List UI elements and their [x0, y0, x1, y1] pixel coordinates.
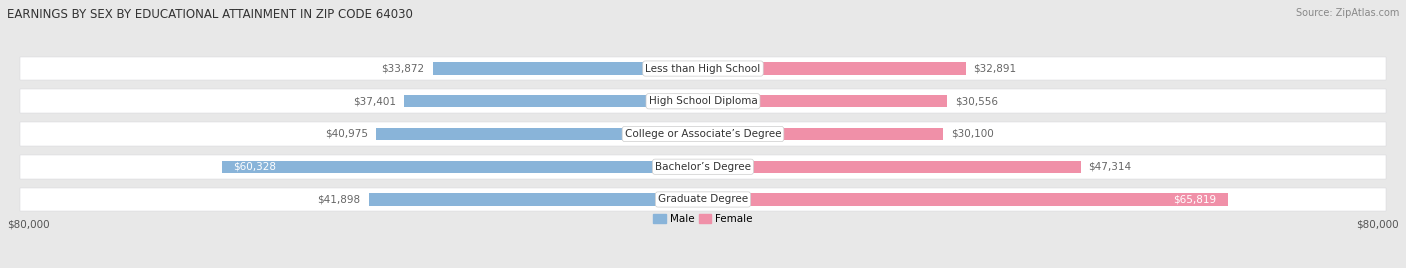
Bar	[20, 90, 1386, 113]
Bar	[20, 57, 1386, 80]
Text: $80,000: $80,000	[1357, 219, 1399, 229]
Bar	[375, 128, 703, 140]
Text: $65,819: $65,819	[1173, 195, 1216, 204]
Text: Graduate Degree: Graduate Degree	[658, 195, 748, 204]
Bar	[20, 122, 1386, 146]
Bar	[703, 193, 1229, 206]
Bar	[20, 155, 1386, 178]
Text: $33,872: $33,872	[381, 64, 425, 73]
Bar	[433, 62, 703, 75]
Text: $40,975: $40,975	[325, 129, 368, 139]
Bar	[703, 161, 1081, 173]
Bar	[222, 161, 703, 173]
Text: Bachelor’s Degree: Bachelor’s Degree	[655, 162, 751, 172]
Text: Less than High School: Less than High School	[645, 64, 761, 73]
Bar	[703, 95, 946, 107]
Bar	[405, 95, 703, 107]
Bar	[20, 188, 1386, 211]
Text: College or Associate’s Degree: College or Associate’s Degree	[624, 129, 782, 139]
Bar	[368, 193, 703, 206]
Text: $32,891: $32,891	[973, 64, 1017, 73]
Text: $41,898: $41,898	[318, 195, 360, 204]
Legend: Male, Female: Male, Female	[650, 210, 756, 228]
Text: $30,556: $30,556	[955, 96, 998, 106]
Text: High School Diploma: High School Diploma	[648, 96, 758, 106]
Bar	[703, 128, 943, 140]
Bar	[703, 62, 966, 75]
Text: $30,100: $30,100	[952, 129, 994, 139]
Text: $60,328: $60,328	[233, 162, 277, 172]
Text: $37,401: $37,401	[353, 96, 396, 106]
Text: Source: ZipAtlas.com: Source: ZipAtlas.com	[1295, 8, 1399, 18]
Text: $80,000: $80,000	[7, 219, 49, 229]
Text: EARNINGS BY SEX BY EDUCATIONAL ATTAINMENT IN ZIP CODE 64030: EARNINGS BY SEX BY EDUCATIONAL ATTAINMEN…	[7, 8, 413, 21]
Text: $47,314: $47,314	[1088, 162, 1132, 172]
